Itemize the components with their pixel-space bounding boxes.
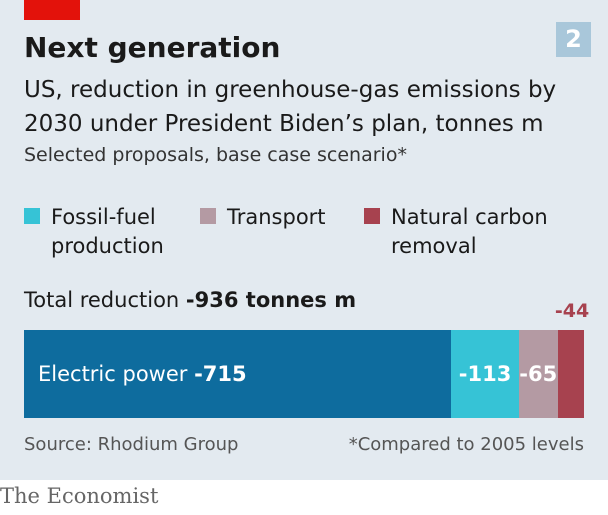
legend-label-fossil-fuel: Fossil-fuel production: [51, 203, 164, 261]
bar-label-transport: -65: [519, 362, 558, 386]
bar-label-value: -715: [194, 362, 247, 386]
legend-swatch-fossil-fuel: [24, 208, 40, 224]
legend-label-fossil-fuel-line1: Fossil-fuel: [51, 205, 156, 229]
bar-label-name: Electric power: [38, 362, 195, 386]
bar-segment-transport: [518, 330, 558, 418]
legend-swatch-natural-carbon: [364, 208, 380, 224]
chart-subtitle: US, reduction in greenhouse-gas emission…: [24, 77, 557, 137]
total-reduction-label: Total reduction: [24, 288, 180, 312]
legend-label-natural-carbon-line1: Natural carbon: [391, 205, 548, 229]
footnote-text: *Compared to 2005 levels: [348, 434, 584, 455]
legend-label-natural-carbon: Natural carbon removal: [391, 203, 548, 261]
bar-segment-electric-power: [24, 330, 452, 418]
bar-label-fossil-fuel-production: -113: [458, 362, 512, 386]
legend-swatch-transport: [200, 208, 216, 224]
economist-logo-text: The Economist: [0, 484, 159, 508]
bar-label-electric-power: Electric power -715: [38, 330, 247, 418]
legend-label-fossil-fuel-line2: production: [51, 234, 164, 258]
bar-segment-fossil-fuel-production: [451, 330, 519, 418]
legend-label-natural-carbon-line2: removal: [391, 234, 477, 258]
total-reduction-value: -936 tonnes m: [185, 288, 357, 312]
chart-number-badge: 2: [556, 22, 591, 57]
chart-title: Next generation: [24, 31, 281, 64]
brand-red-tab: [24, 0, 80, 20]
stacked-bar: Electric power -715 -113 -65: [24, 330, 584, 418]
bar-segment-natural-carbon-removal: [557, 330, 584, 418]
legend-label-transport: Transport: [227, 205, 326, 229]
total-reduction: Total reduction -936 tonnes m: [24, 288, 356, 312]
source-text: Source: Rhodium Group: [24, 434, 239, 455]
bar-label-natural-carbon-removal: -44: [554, 300, 590, 322]
chart-note: Selected proposals, base case scenario*: [24, 144, 407, 166]
